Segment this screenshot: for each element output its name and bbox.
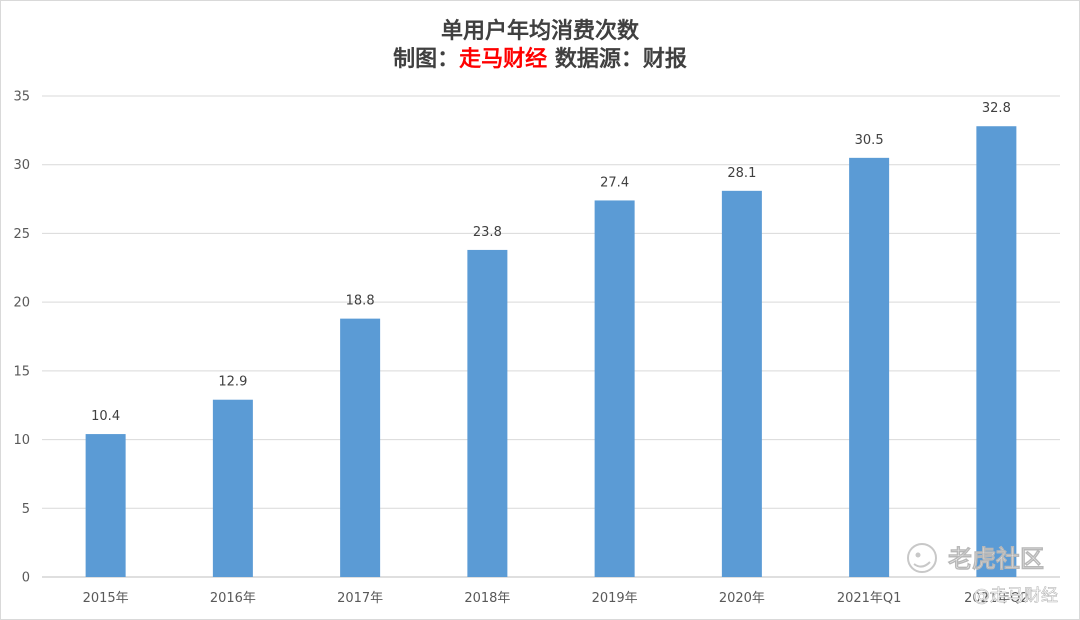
bar [340,318,381,577]
y-tick-label: 30 [13,158,30,173]
bar [212,399,253,577]
chart-title: 单用户年均消费次数 [441,18,640,44]
data-label: 23.8 [473,225,502,240]
x-tick-label: 2021年Q2 [964,591,1029,606]
tiger-community-logo-icon [907,543,937,573]
data-label: 12.9 [218,375,247,390]
data-labels: 10.4 12.9 18.8 23.8 27.4 28.1 30.5 32.8 [91,101,1011,424]
watermark: 老虎社区 @走马财经 [907,543,1058,606]
x-tick-label: 2016年 [210,591,256,606]
data-label: 28.1 [727,166,756,181]
bar [85,434,126,577]
x-tick-label: 2020年 [719,591,765,606]
y-axis-ticks: 0 5 10 15 20 25 30 35 [13,90,30,586]
y-tick-label: 10 [13,433,30,448]
y-tick-label: 35 [13,90,30,105]
bars [85,126,1017,578]
data-label: 30.5 [855,133,884,148]
subtitle-brand: 走马财经 [459,46,547,72]
data-label: 18.8 [346,294,375,309]
bar [849,157,890,578]
bar [976,126,1017,577]
data-label: 10.4 [91,409,120,424]
x-tick-label: 2018年 [464,591,510,606]
y-tick-label: 5 [22,502,30,517]
y-tick-label: 25 [13,227,30,242]
data-label: 27.4 [600,175,629,190]
x-tick-label: 2017年 [337,591,383,606]
x-tick-label: 2021年Q1 [837,591,902,606]
y-tick-label: 20 [13,296,30,311]
x-axis-ticks: 2015年 2016年 2017年 2018年 2019年 2020年 2021年Q1 202… [83,591,1029,606]
subtitle-source: 数据源：财报 [547,46,687,72]
watermark-main: 老虎社区 [948,545,1044,573]
x-tick-label: 2019年 [592,591,638,606]
bar [594,200,635,577]
y-tick-label: 0 [22,571,30,586]
gridlines [42,95,1060,578]
data-label: 32.8 [982,101,1011,116]
y-tick-label: 15 [13,364,30,379]
chart-subtitle: 制图：走马财经 数据源：财报 [393,46,687,72]
bar [721,190,762,577]
watermark-sub: @走马财经 [973,586,1058,606]
bar [467,249,508,578]
x-tick-label: 2015年 [83,591,129,606]
subtitle-prefix: 制图： [393,46,459,72]
